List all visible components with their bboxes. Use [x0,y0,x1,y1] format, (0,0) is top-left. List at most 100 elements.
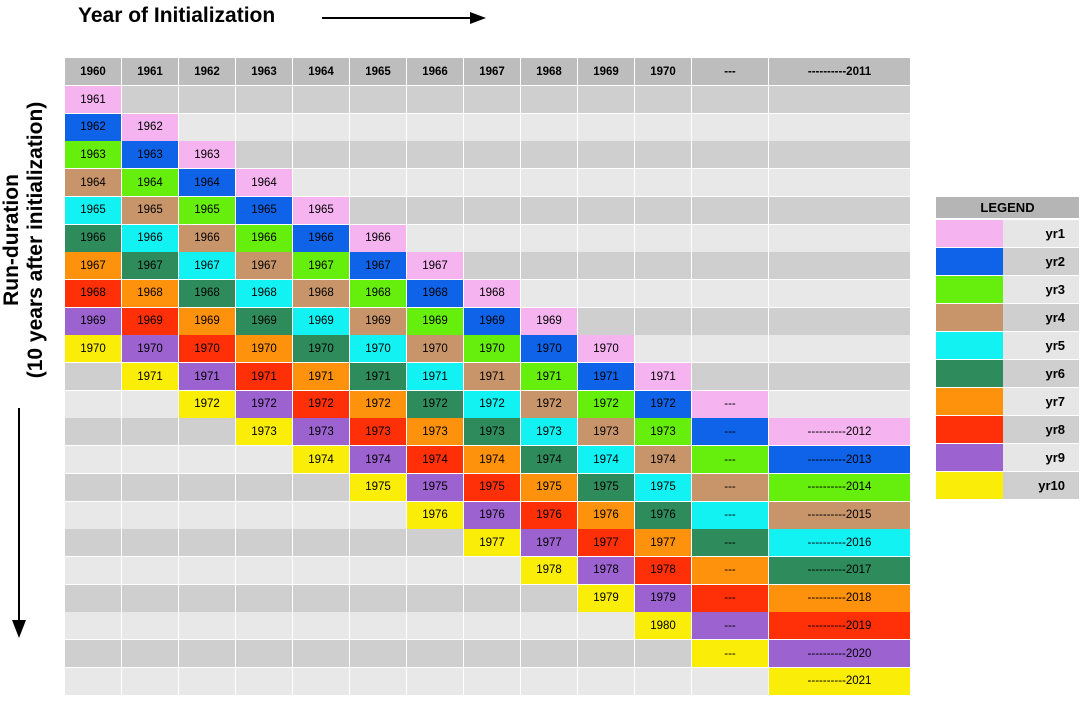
right-arrow-icon [322,12,486,24]
empty-cell [635,169,692,198]
table-cell: 1967 [122,252,179,281]
empty-cell [578,307,635,336]
empty-cell [464,667,521,696]
empty-cell [65,556,122,585]
table-cell: 1977 [464,529,521,558]
empty-cell [179,501,236,530]
y-axis-title-line2: (10 years after initialization) [24,101,47,379]
empty-cell [236,640,293,668]
table-cell: 1972 [179,390,236,419]
table-cell: 1968 [350,279,407,308]
legend-item: yr1 [936,220,1079,248]
empty-cell [464,196,521,225]
empty-cell [350,556,407,585]
table-cell: 1975 [407,473,464,502]
empty-cell [122,529,179,558]
empty-cell [407,556,464,585]
table-cell: 1974 [521,446,578,475]
table-cell: 1969 [350,307,407,336]
table-cell: ----------2020 [769,640,911,668]
empty-cell [635,86,692,114]
table-cell: ----------2018 [769,584,911,613]
empty-cell [635,196,692,225]
empty-cell [578,252,635,281]
empty-cell [65,363,122,391]
empty-cell [692,279,769,308]
table-cell: ----------2013 [769,446,911,475]
table-cell: ----------2012 [769,418,911,447]
table-cell: 1964 [179,169,236,198]
table-cell: 1964 [236,169,293,198]
table-cell: 1974 [635,446,692,475]
empty-cell [407,667,464,696]
empty-cell [578,141,635,170]
table-cell: 1962 [122,113,179,142]
legend-label: yr7 [1045,394,1065,409]
legend-label: yr4 [1045,310,1065,325]
empty-cell [179,584,236,613]
table-cell: 1974 [293,446,350,475]
empty-cell [293,473,350,502]
down-arrow-icon [12,408,26,638]
empty-cell [464,640,521,668]
empty-cell [578,86,635,114]
table-cell: ----------2019 [769,612,911,641]
table-cell: 1973 [521,418,578,447]
column-header: 1961 [122,58,179,86]
legend-item: yr7 [936,388,1079,416]
table-cell: 1966 [179,224,236,253]
column-header: 1967 [464,58,521,86]
empty-cell [692,196,769,225]
empty-cell [635,224,692,253]
empty-cell [65,501,122,530]
table-cell: 1976 [578,501,635,530]
empty-cell [464,584,521,613]
empty-cell [635,667,692,696]
table-cell: 1975 [521,473,578,502]
table-cell: 1972 [236,390,293,419]
empty-cell [521,252,578,281]
table-cell: --- [692,556,769,585]
legend-label: yr9 [1045,450,1065,465]
empty-cell [350,529,407,558]
table-cell: 1974 [350,446,407,475]
table-cell: 1968 [236,279,293,308]
empty-cell [179,86,236,114]
table-cell: 1968 [179,279,236,308]
table-cell: 1971 [578,363,635,391]
empty-cell [692,113,769,142]
empty-cell [65,612,122,641]
empty-cell [65,446,122,475]
table-cell: 1973 [293,418,350,447]
table-cell: 1971 [635,363,692,391]
empty-cell [464,556,521,585]
empty-cell [578,224,635,253]
table-cell: 1965 [122,196,179,225]
empty-cell [350,612,407,641]
empty-cell [65,640,122,668]
table-cell: --- [692,501,769,530]
table-cell: 1973 [407,418,464,447]
table-cell: 1969 [464,307,521,336]
empty-cell [122,446,179,475]
table-cell: 1977 [578,529,635,558]
table-cell: 1968 [65,279,122,308]
table-cell: 1978 [578,556,635,585]
column-header: 1966 [407,58,464,86]
empty-cell [578,640,635,668]
table-cell: 1976 [521,501,578,530]
empty-cell [122,501,179,530]
empty-cell [769,169,911,198]
empty-cell [350,196,407,225]
table-cell: 1972 [521,390,578,419]
empty-cell [122,418,179,447]
empty-cell [236,667,293,696]
empty-cell [578,196,635,225]
table-cell: 1972 [293,390,350,419]
table-cell: 1966 [293,224,350,253]
empty-cell [635,307,692,336]
empty-cell [65,529,122,558]
empty-cell [635,335,692,364]
column-header: 1962 [179,58,236,86]
table-cell: 1971 [350,363,407,391]
